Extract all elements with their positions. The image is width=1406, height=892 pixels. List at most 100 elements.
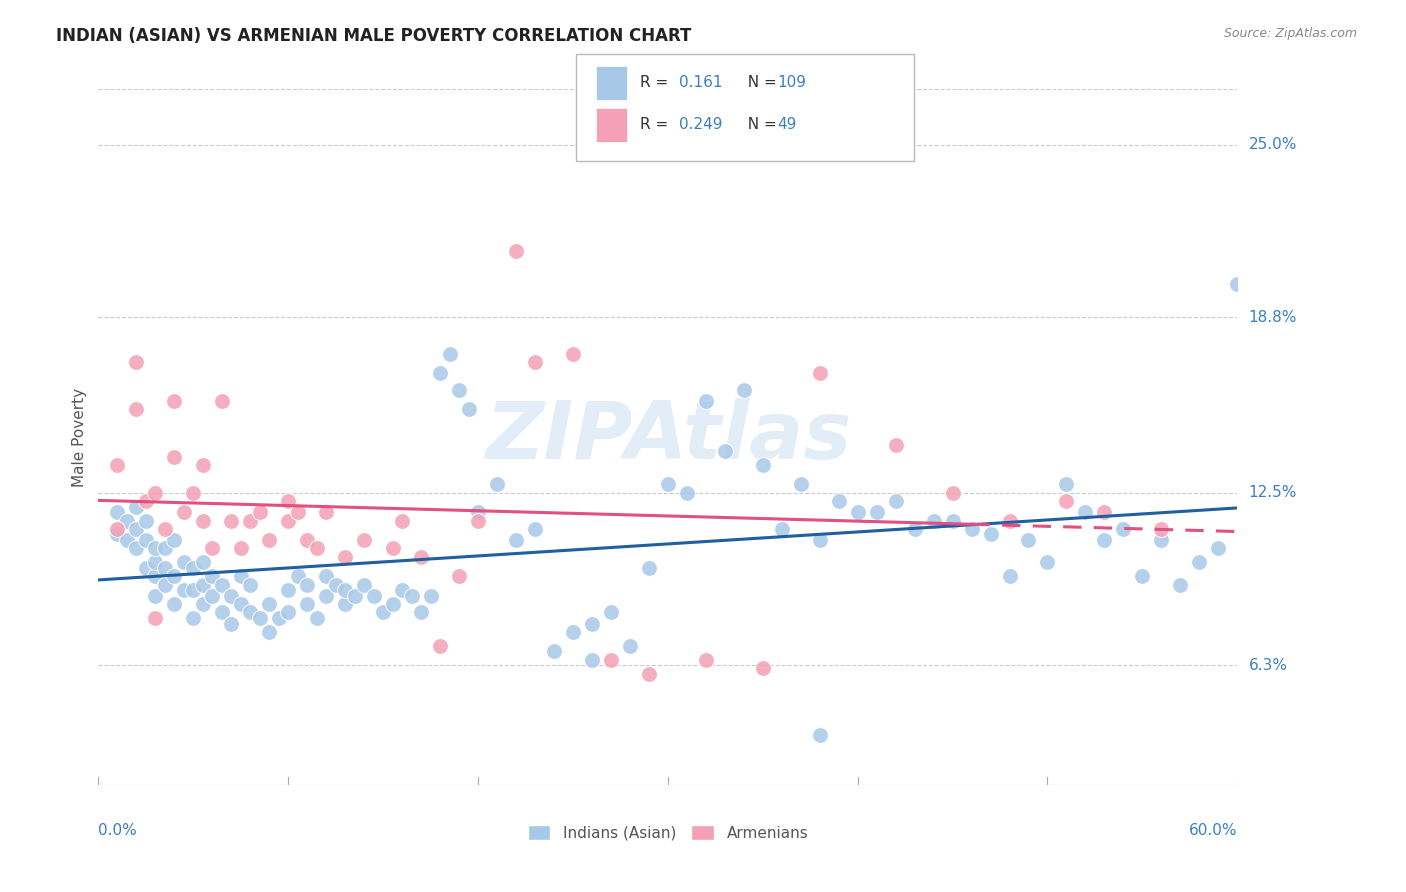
- Point: [419, 589, 441, 603]
- Point: [524, 355, 547, 369]
- Point: [600, 653, 623, 667]
- Text: 49: 49: [778, 118, 797, 132]
- Point: [297, 597, 319, 611]
- Point: [998, 569, 1021, 583]
- Point: [752, 458, 775, 472]
- Point: [125, 355, 148, 369]
- Point: [1074, 505, 1097, 519]
- Point: [808, 728, 831, 742]
- Point: [600, 606, 623, 620]
- Point: [221, 616, 243, 631]
- Text: R =: R =: [640, 76, 673, 90]
- Point: [1208, 541, 1230, 556]
- Text: 0.161: 0.161: [679, 76, 723, 90]
- Point: [277, 514, 299, 528]
- Point: [353, 533, 375, 547]
- Point: [201, 569, 224, 583]
- Point: [183, 583, 205, 598]
- Point: [163, 597, 186, 611]
- Point: [107, 505, 129, 519]
- Point: [1056, 494, 1078, 508]
- Point: [1150, 522, 1173, 536]
- Point: [221, 514, 243, 528]
- Point: [752, 661, 775, 675]
- Point: [1170, 577, 1192, 591]
- Point: [439, 346, 461, 360]
- Text: N =: N =: [738, 76, 782, 90]
- Point: [191, 597, 214, 611]
- Point: [229, 541, 252, 556]
- Point: [183, 611, 205, 625]
- Point: [381, 597, 404, 611]
- Point: [153, 541, 176, 556]
- Point: [277, 583, 299, 598]
- Point: [391, 514, 413, 528]
- Point: [343, 589, 366, 603]
- Point: [429, 366, 451, 380]
- Point: [315, 505, 337, 519]
- Point: [249, 611, 271, 625]
- Point: [191, 458, 214, 472]
- Point: [449, 383, 471, 397]
- Text: N =: N =: [738, 118, 782, 132]
- Point: [942, 485, 965, 500]
- Point: [1226, 277, 1249, 291]
- Text: 109: 109: [778, 76, 807, 90]
- Point: [305, 611, 328, 625]
- Text: ZIPAtlas: ZIPAtlas: [485, 398, 851, 476]
- Point: [315, 589, 337, 603]
- Point: [998, 514, 1021, 528]
- Point: [960, 522, 983, 536]
- Point: [183, 561, 205, 575]
- Point: [125, 402, 148, 417]
- Point: [287, 569, 309, 583]
- Y-axis label: Male Poverty: Male Poverty: [72, 387, 87, 487]
- Point: [135, 561, 157, 575]
- Point: [524, 522, 547, 536]
- Point: [335, 583, 357, 598]
- Point: [1094, 505, 1116, 519]
- Point: [1094, 533, 1116, 547]
- Text: R =: R =: [640, 118, 673, 132]
- Point: [211, 606, 233, 620]
- Point: [619, 639, 641, 653]
- Point: [363, 589, 385, 603]
- Point: [1132, 569, 1154, 583]
- Point: [201, 589, 224, 603]
- Point: [145, 555, 167, 569]
- Point: [505, 244, 527, 258]
- Point: [153, 577, 176, 591]
- Point: [277, 606, 299, 620]
- Point: [505, 533, 527, 547]
- Point: [581, 616, 603, 631]
- Point: [846, 505, 869, 519]
- Point: [695, 393, 717, 408]
- Point: [183, 485, 205, 500]
- Point: [125, 541, 148, 556]
- Point: [638, 666, 661, 681]
- Point: [239, 577, 262, 591]
- Point: [335, 549, 357, 564]
- Point: [239, 514, 262, 528]
- Point: [429, 639, 451, 653]
- Point: [115, 514, 138, 528]
- Point: [1056, 477, 1078, 491]
- Point: [173, 555, 195, 569]
- Point: [695, 653, 717, 667]
- Point: [125, 522, 148, 536]
- Point: [884, 494, 907, 508]
- Point: [211, 393, 233, 408]
- Point: [638, 561, 661, 575]
- Point: [191, 555, 214, 569]
- Point: [411, 549, 433, 564]
- Point: [145, 589, 167, 603]
- Text: 25.0%: 25.0%: [1249, 137, 1296, 153]
- Point: [562, 346, 585, 360]
- Point: [287, 505, 309, 519]
- Point: [259, 533, 281, 547]
- Point: [277, 494, 299, 508]
- Point: [145, 569, 167, 583]
- Text: 0.249: 0.249: [679, 118, 723, 132]
- Point: [249, 505, 271, 519]
- Point: [828, 494, 851, 508]
